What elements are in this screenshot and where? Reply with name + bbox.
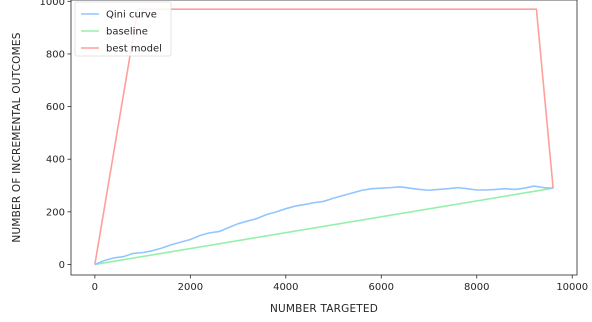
- series-line-baseline: [94, 187, 554, 266]
- series-line-best-model: [94, 8, 554, 265]
- series-line-qini-curve: [94, 185, 554, 266]
- y-axis: 0 200 400 600 800 1000: [40, 0, 71, 271]
- x-tick-label: 6000: [369, 282, 394, 293]
- plot-series: [94, 8, 554, 266]
- x-tick-label: 4000: [273, 282, 298, 293]
- x-axis: 0 2000 4000 6000 8000 10000: [92, 275, 588, 293]
- x-tick-label: 8000: [464, 282, 489, 293]
- y-tick-label: 400: [46, 155, 65, 166]
- y-tick-label: 0: [59, 260, 65, 271]
- y-tick-label: 800: [46, 49, 65, 60]
- legend-entry-label: Qini curve: [106, 10, 157, 21]
- y-tick-label: 1000: [40, 0, 65, 8]
- y-tick-label: 200: [46, 207, 65, 218]
- legend-entry-label: best model: [106, 44, 162, 55]
- legend-entry-label: baseline: [106, 27, 148, 38]
- x-tick-label: 2000: [178, 282, 203, 293]
- legend: Qini curve baseline best model: [74, 1, 172, 57]
- x-tick-label: 0: [92, 282, 98, 293]
- x-axis-label: NUMBER TARGETED: [270, 303, 378, 315]
- legend-box: [74, 1, 172, 57]
- plot-area-frame: [70, 0, 578, 276]
- y-tick-label: 600: [46, 102, 65, 113]
- x-tick-label: 10000: [556, 282, 588, 293]
- y-axis-label: NUMBER OF INCREMENTAL OUTCOMES: [11, 32, 23, 242]
